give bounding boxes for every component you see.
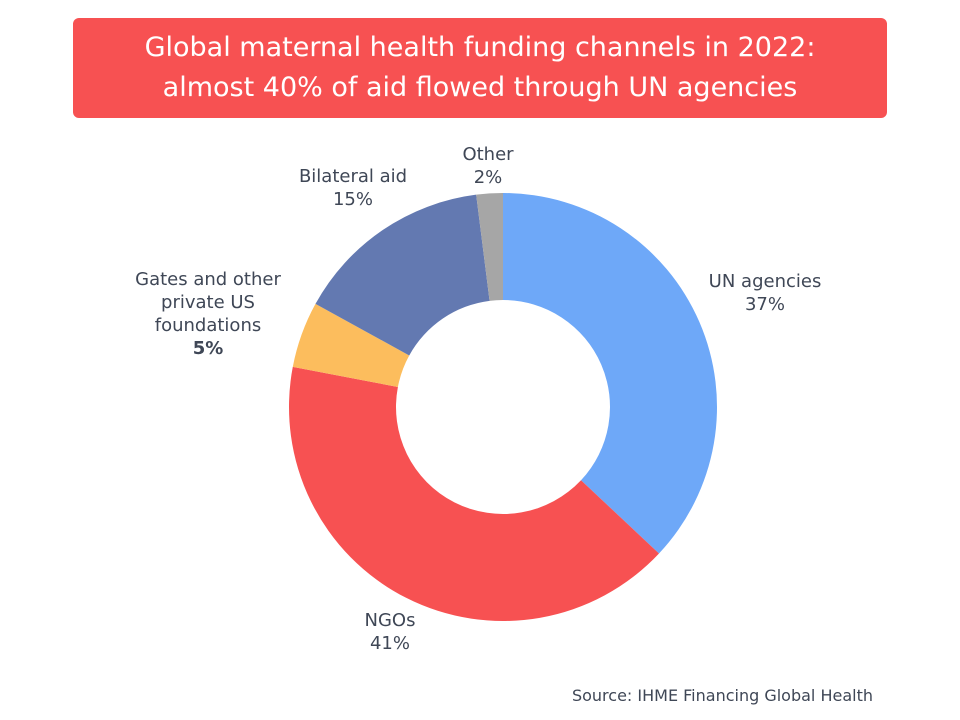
slice-label-un-agencies: UN agencies 37% [690,270,840,316]
slice-label-other: Other 2% [438,143,538,189]
donut-slice-gates-foundations [292,303,410,387]
slice-value-ngos: 41% [369,633,410,654]
slice-name-un-agencies: UN agencies [708,271,822,292]
slice-name-gates-line-3: foundations [154,315,262,336]
slice-name-ngos: NGOs [364,610,416,631]
chart-title: Global maternal health funding channels … [73,18,887,118]
chart-title-line-1: Global maternal health funding channels … [144,32,816,63]
donut-slice-bilateral-aid [315,194,490,356]
slice-value-gates-foundations: 5% [192,338,224,359]
donut-slice-ngos [288,366,659,621]
source-note: Source: IHME Financing Global Health [571,686,873,705]
slice-value-bilateral-aid: 15% [332,189,373,210]
slice-label-bilateral-aid: Bilateral aid 15% [278,165,428,211]
slice-value-other: 2% [473,167,503,188]
slice-label-gates-foundations: Gates and other private US foundations 5… [118,268,298,360]
slice-name-bilateral-aid: Bilateral aid [298,166,408,187]
donut-slice-un-agencies [503,193,717,554]
slice-label-ngos: NGOs 41% [330,609,450,655]
slice-name-gates-line-2: private US [161,292,255,313]
slice-name-other: Other [462,144,514,165]
slice-name-gates-line-1: Gates and other [135,269,281,290]
slice-value-un-agencies: 37% [744,294,785,315]
chart-title-line-2: almost 40% of aid flowed through UN agen… [162,72,798,103]
donut-slice-other [476,193,503,301]
